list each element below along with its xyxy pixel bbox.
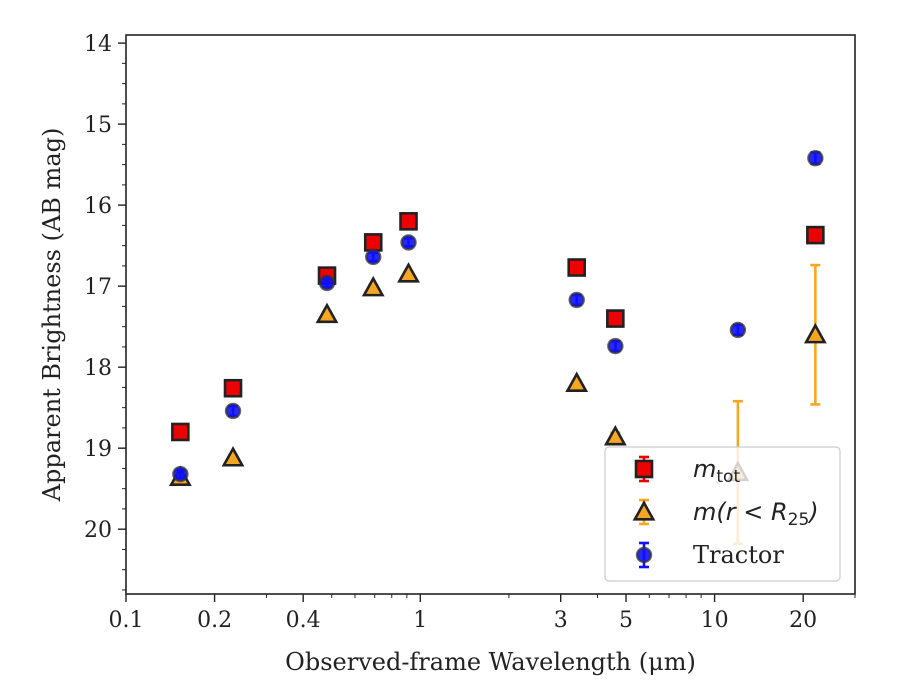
legend-label: mtot bbox=[693, 455, 740, 487]
y-tick-label: 17 bbox=[84, 275, 112, 300]
y-axis-label: Apparent Brightness (AB mag) bbox=[38, 128, 66, 503]
x-tick-label: 1 bbox=[413, 608, 427, 633]
data-point-circle bbox=[224, 402, 242, 420]
data-point-square bbox=[399, 212, 418, 231]
legend-marker-triangle bbox=[632, 500, 656, 521]
data-point-triangle bbox=[361, 275, 385, 297]
series-square bbox=[171, 212, 825, 442]
y-tick-label: 16 bbox=[84, 194, 112, 219]
legend-label: Tractor bbox=[693, 541, 784, 569]
data-point-triangle bbox=[315, 302, 339, 324]
legend-entry: m(r < R25) bbox=[632, 498, 819, 530]
legend-box bbox=[604, 446, 841, 582]
x-tick-label: 0.4 bbox=[286, 608, 321, 633]
data-point-circle bbox=[807, 149, 824, 167]
legend-entry: mtot bbox=[634, 455, 740, 487]
x-tick-label: 0.1 bbox=[109, 608, 144, 633]
data-point-circle bbox=[172, 465, 189, 483]
legend-marker-circle bbox=[635, 546, 653, 564]
y-tick-label: 19 bbox=[84, 437, 112, 462]
legend-label: m(r < R25) bbox=[693, 498, 819, 530]
x-tick-label: 0.2 bbox=[197, 608, 232, 633]
x-tick-label: 20 bbox=[789, 608, 817, 633]
y-tick-label: 20 bbox=[84, 518, 112, 543]
x-tick-label: 5 bbox=[619, 608, 633, 633]
x-axis-label: Observed-frame Wavelength (μm) bbox=[285, 648, 696, 676]
data-point-circle bbox=[365, 248, 382, 266]
axes-frame bbox=[125, 34, 856, 595]
data-point-triangle bbox=[221, 446, 245, 467]
data-point-triangle bbox=[397, 262, 420, 283]
y-tick-label: 15 bbox=[84, 113, 112, 138]
legend-entry: Tractor bbox=[635, 541, 784, 569]
data-point-circle bbox=[607, 337, 624, 355]
y-tick-label: 14 bbox=[84, 32, 112, 57]
data-point-triangle bbox=[565, 371, 589, 393]
data-point-square bbox=[806, 225, 825, 245]
data-point-square bbox=[606, 309, 625, 328]
x-tick-label: 3 bbox=[554, 608, 568, 633]
data-point-circle bbox=[318, 274, 336, 292]
legend: mtot m(r < R25) Tractor bbox=[604, 446, 841, 582]
data-point-circle bbox=[400, 234, 417, 251]
x-tick-label: 10 bbox=[701, 608, 729, 633]
data-point-square bbox=[171, 422, 190, 442]
data-point-square bbox=[363, 233, 383, 252]
data-point-triangle bbox=[803, 322, 827, 344]
axes: 0.1 0.2 0.4 1 3 5 10 20 14 15 16 17 18 19 20 bbox=[84, 32, 856, 633]
data-point-square bbox=[567, 258, 587, 277]
data-point-circle bbox=[729, 321, 747, 339]
data-point-triangle bbox=[603, 424, 627, 446]
data-point-circle bbox=[568, 291, 585, 309]
y-tick-label: 18 bbox=[84, 356, 112, 381]
series-circle bbox=[172, 149, 824, 483]
legend-marker-square bbox=[634, 459, 654, 479]
data-point-square bbox=[223, 378, 243, 398]
